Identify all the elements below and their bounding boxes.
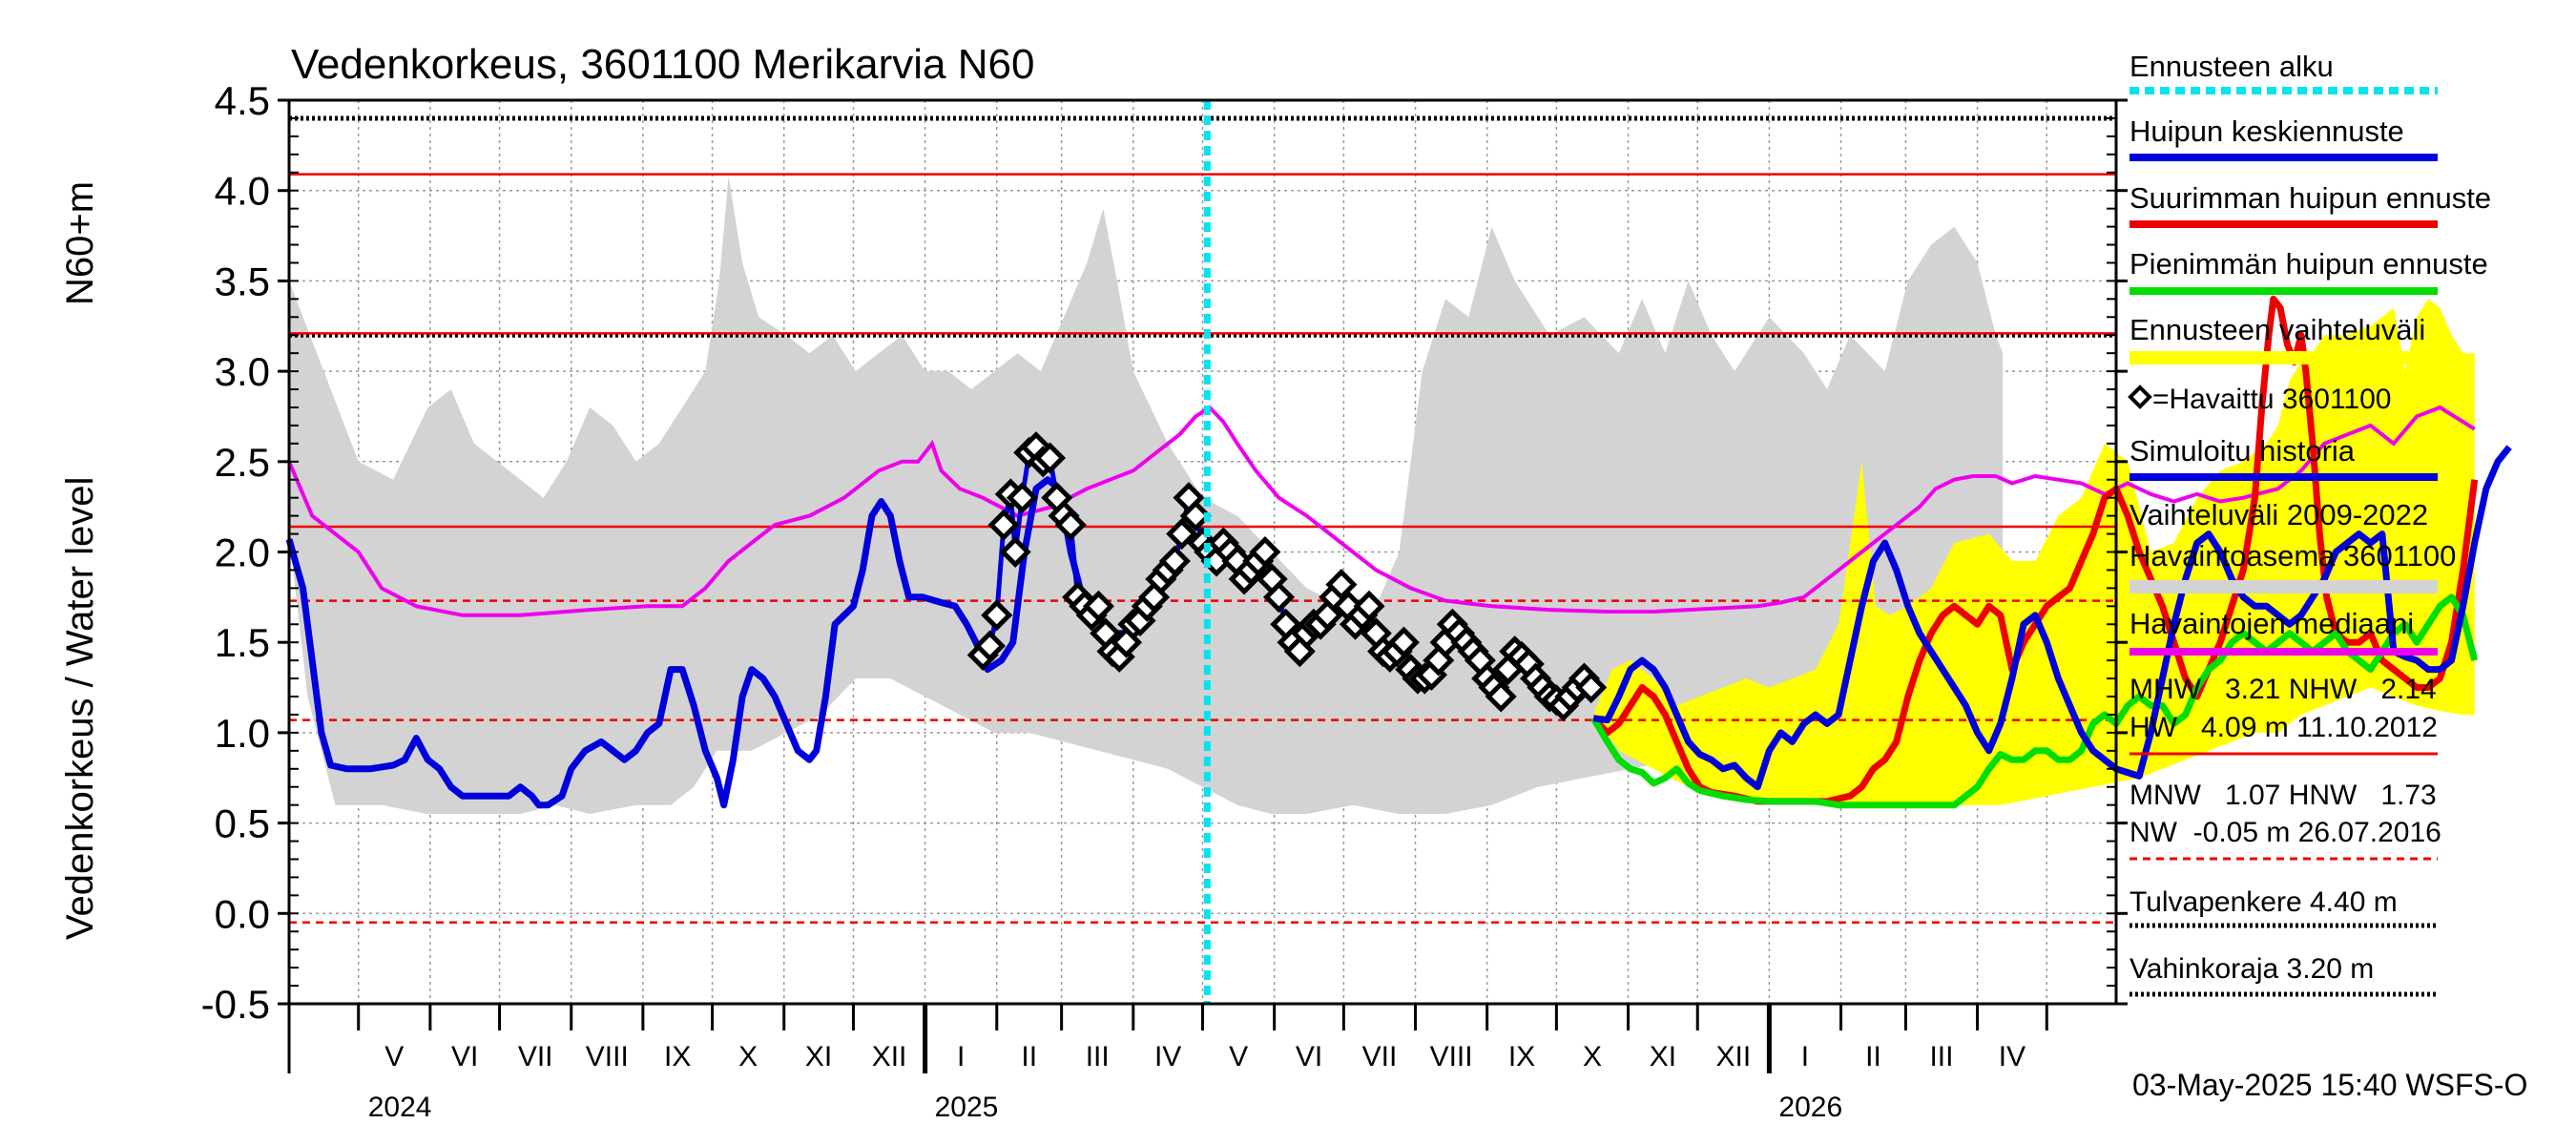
month-label: I	[957, 1041, 965, 1072]
month-label: IV	[1999, 1041, 2025, 1072]
legend-label: Ennusteen vaihteluväli	[2129, 313, 2425, 346]
legend-label: Vaihteluväli 2009-2022	[2129, 498, 2428, 531]
observed-point	[1179, 500, 1212, 532]
month-label: X	[1583, 1041, 1602, 1072]
forecast-range-band	[1593, 299, 2475, 805]
observed-point	[1054, 509, 1087, 541]
month-label: X	[738, 1041, 758, 1072]
stat-text: NW -0.05 m 26.07.2016	[2129, 817, 2441, 848]
stat-text: Tulvapenkere 4.40 m	[2129, 886, 2398, 918]
month-label: III	[1086, 1041, 1110, 1072]
plot-area	[285, 98, 2512, 1006]
bands	[289, 176, 2475, 815]
stat-text: Vahinkoraja 3.20 m	[2129, 953, 2374, 985]
median-line	[287, 405, 2476, 617]
y-axis-label: Vedenkorkeus / Water level	[59, 477, 101, 940]
month-label: XI	[805, 1041, 832, 1072]
month-label: VII	[518, 1041, 553, 1072]
legend-label: Simuloitu historia	[2129, 434, 2356, 468]
month-label: I	[1801, 1041, 1809, 1072]
month-label: IX	[664, 1041, 691, 1072]
stat-text: MNW 1.07 HNW 1.73	[2129, 780, 2437, 811]
month-label: IX	[1508, 1041, 1535, 1072]
legend-label: Suurimman huipun ennuste	[2129, 181, 2491, 215]
month-label: IV	[1154, 1041, 1181, 1072]
year-label: 2025	[935, 1092, 999, 1123]
legend-label: =Havaittu 3601100	[2152, 384, 2391, 415]
statistics-panel: MHW 3.21 NHW 2.14 HW 4.09 m 11.10.2012 MNW…	[2129, 674, 2441, 997]
legend: Ennusteen alku Huipun keskiennuste Suurimm…	[2128, 50, 2491, 656]
month-label: III	[1929, 1041, 1953, 1072]
month-label: II	[1865, 1041, 1881, 1072]
observed-point	[973, 630, 1007, 662]
month-label: VI	[1296, 1041, 1322, 1072]
y-tick-label: 0.5	[215, 802, 270, 846]
legend-label: Pienimmän huipun ennuste	[2129, 247, 2488, 281]
observed-point	[999, 535, 1031, 569]
legend-label: Ennusteen alku	[2129, 50, 2334, 83]
y-axis-label-unit: N60+m	[59, 181, 101, 305]
month-label: V	[1229, 1041, 1248, 1072]
observed-point	[1262, 581, 1296, 614]
observed-point	[987, 509, 1020, 541]
observed-point	[1353, 590, 1385, 622]
observed-point	[1166, 518, 1198, 551]
year-label: 2024	[368, 1092, 432, 1123]
observed-markers	[966, 431, 1608, 722]
y-tick-label: -0.5	[201, 982, 270, 1027]
month-label: VIII	[1430, 1041, 1473, 1072]
y-tick-label: 2.0	[215, 531, 270, 575]
chart-title: Vedenkorkeus, 3601100 Merikarvia N60	[291, 41, 1034, 88]
month-label: XII	[1715, 1041, 1751, 1072]
observed-point	[1485, 680, 1517, 713]
month-label: V	[384, 1041, 404, 1072]
month-label: VIII	[586, 1041, 629, 1072]
legend-label: Huipun keskiennuste	[2129, 114, 2404, 148]
x-axis: V VI VII VIII IX X XI XII I II III IV V VI VII VIII IX X X…	[287, 1004, 2048, 1123]
month-label: XI	[1650, 1041, 1676, 1072]
y-tick-label: 0.0	[215, 891, 270, 936]
observed-point	[1575, 672, 1608, 704]
reference-lines	[289, 115, 2116, 925]
observed-point	[1082, 590, 1114, 622]
legend-label: Havaintoasema 3601100	[2129, 539, 2456, 572]
forecast-mean-line	[1592, 445, 2512, 791]
observed-point	[1158, 545, 1191, 577]
month-label: II	[1021, 1041, 1037, 1072]
timestamp: 03-May-2025 15:40 WSFS-O	[2132, 1068, 2527, 1102]
y-tick-label: 1.0	[215, 711, 270, 756]
observed-point	[1033, 442, 1067, 474]
y-tick-label: 4.5	[215, 78, 270, 123]
y-tick-label: 3.0	[215, 349, 270, 394]
month-label: XII	[872, 1041, 907, 1072]
y-axis: 4.5 4.0 3.5 3.0 2.5 2.0 1.5 1.0 0.5 0.0 -0.5	[201, 78, 2128, 1027]
y-tick-label: 4.0	[215, 169, 270, 214]
y-tick-label: 1.5	[215, 620, 270, 665]
year-label: 2026	[1778, 1092, 1842, 1123]
observed-point	[1325, 569, 1358, 601]
month-label: VI	[451, 1041, 478, 1072]
observed-point	[1006, 482, 1038, 514]
historical-range-band	[289, 176, 2004, 815]
observed-point	[1387, 626, 1420, 658]
simulated-history-line	[285, 476, 1129, 809]
month-label: VII	[1362, 1041, 1398, 1072]
stat-text: MHW 3.21 NHW 2.14	[2129, 674, 2437, 705]
y-tick-label: 3.5	[215, 259, 270, 303]
observed-point	[1249, 535, 1281, 569]
observed-point	[981, 599, 1013, 632]
legend-label: Havaintojen mediaani	[2129, 607, 2414, 640]
stat-text: HW 4.09 m 11.10.2012	[2129, 712, 2438, 743]
y-tick-label: 2.5	[215, 440, 270, 485]
legend-observed-marker	[2128, 385, 2152, 409]
